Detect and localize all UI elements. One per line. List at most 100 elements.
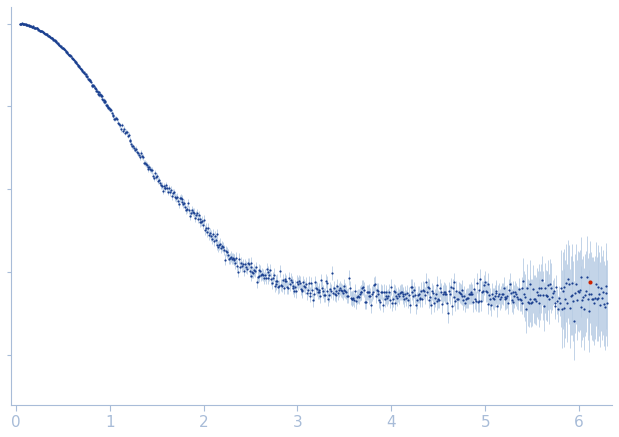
Point — [447, 302, 457, 309]
Point — [459, 292, 469, 299]
Point — [295, 279, 305, 286]
Point — [267, 280, 277, 287]
Point — [288, 282, 298, 289]
Point — [69, 56, 79, 63]
Point — [57, 44, 67, 51]
Point — [338, 289, 348, 296]
Point — [323, 295, 333, 302]
Point — [66, 52, 76, 59]
Point — [347, 295, 357, 302]
Point — [341, 288, 351, 295]
Point — [128, 142, 137, 149]
Point — [192, 210, 202, 217]
Point — [71, 59, 80, 66]
Point — [590, 294, 600, 301]
Point — [43, 31, 53, 38]
Point — [346, 295, 356, 302]
Point — [208, 231, 218, 238]
Point — [180, 204, 190, 211]
Point — [286, 276, 296, 283]
Point — [77, 67, 87, 74]
Point — [465, 291, 475, 298]
Point — [417, 288, 426, 295]
Point — [530, 296, 540, 303]
Point — [260, 271, 270, 278]
Point — [317, 284, 327, 291]
Point — [363, 289, 373, 296]
Point — [504, 287, 514, 294]
Point — [104, 104, 114, 111]
Point — [379, 296, 389, 303]
Point — [131, 146, 141, 153]
Point — [264, 272, 274, 279]
Point — [158, 183, 168, 190]
Point — [566, 280, 576, 287]
Point — [282, 284, 292, 291]
Point — [540, 284, 550, 291]
Point — [64, 51, 74, 58]
Point — [602, 283, 612, 290]
Point — [443, 299, 452, 306]
Point — [79, 69, 89, 76]
Point — [546, 285, 556, 292]
Point — [324, 291, 334, 298]
Point — [528, 286, 538, 293]
Point — [439, 288, 449, 295]
Point — [519, 291, 529, 298]
Point — [91, 85, 101, 92]
Point — [542, 292, 552, 299]
Point — [77, 68, 87, 75]
Point — [50, 38, 60, 45]
Point — [592, 296, 602, 303]
Point — [207, 236, 217, 243]
Point — [505, 281, 515, 288]
Point — [277, 282, 287, 289]
Point — [154, 177, 164, 184]
Point — [294, 278, 304, 285]
Point — [558, 284, 568, 291]
Point — [453, 296, 463, 303]
Point — [44, 32, 54, 39]
Point — [475, 298, 485, 305]
Point — [205, 230, 215, 237]
Point — [428, 290, 438, 297]
Point — [520, 294, 530, 301]
Point — [349, 297, 359, 304]
Point — [152, 172, 162, 179]
Point — [431, 291, 441, 298]
Point — [48, 36, 58, 43]
Point — [451, 288, 461, 295]
Point — [15, 20, 25, 27]
Point — [573, 288, 583, 295]
Point — [56, 44, 66, 51]
Point — [210, 232, 220, 239]
Point — [443, 310, 453, 317]
Point — [298, 279, 308, 286]
Point — [95, 90, 105, 97]
Point — [342, 292, 352, 299]
Point — [142, 162, 152, 169]
Point — [105, 107, 115, 114]
Point — [244, 260, 254, 267]
Point — [266, 267, 275, 274]
Point — [499, 284, 509, 291]
Point — [22, 21, 32, 28]
Point — [198, 221, 208, 228]
Point — [225, 255, 235, 262]
Point — [376, 288, 386, 295]
Point — [482, 288, 491, 295]
Point — [141, 161, 150, 168]
Point — [280, 277, 290, 284]
Point — [350, 288, 360, 295]
Point — [491, 289, 501, 296]
Point — [467, 291, 477, 298]
Point — [392, 295, 402, 302]
Point — [421, 278, 431, 285]
Point — [274, 284, 284, 291]
Point — [334, 287, 344, 294]
Point — [108, 112, 118, 119]
Point — [394, 293, 404, 300]
Point — [80, 71, 90, 78]
Point — [102, 101, 111, 108]
Point — [137, 152, 147, 159]
